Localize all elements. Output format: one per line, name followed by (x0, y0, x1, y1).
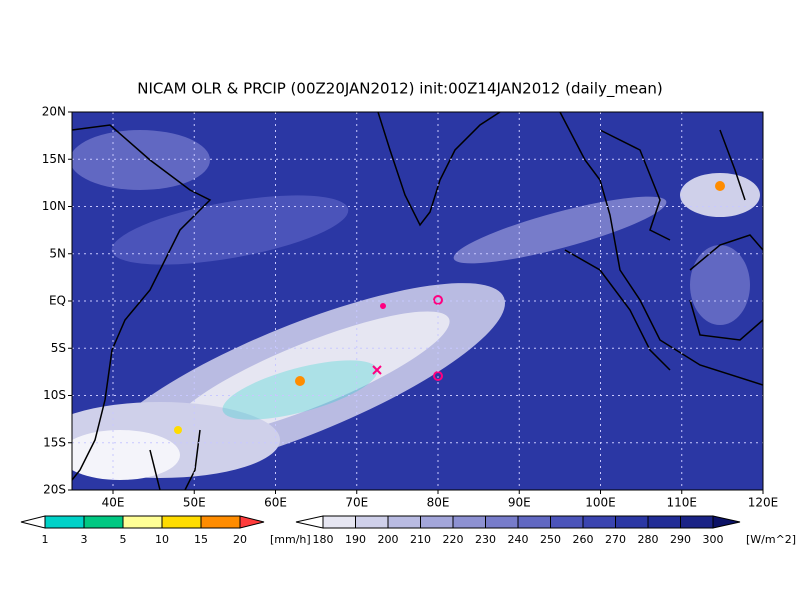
lat-label: 15N (42, 152, 66, 166)
olr-field (72, 112, 763, 490)
grid (72, 112, 763, 490)
lat-label: 20S (43, 483, 66, 497)
colorbar-label: 240 (508, 533, 529, 546)
colorbar-box (680, 515, 714, 529)
colorbar-box (485, 515, 519, 529)
colorbar-label: 300 (703, 533, 724, 546)
lat-label: 10S (43, 388, 66, 402)
colorbar-box (387, 515, 421, 529)
colorbar-box (83, 515, 124, 529)
colorbar-label: 3 (81, 533, 88, 546)
lon-label: 100E (585, 496, 616, 510)
colorbar-label: 190 (345, 533, 366, 546)
lon-label: 40E (102, 496, 125, 510)
colorbar-label: 280 (638, 533, 659, 546)
title: NICAM OLR & PRCIP (00Z20JAN2012) init:00… (137, 80, 663, 99)
lat-label: 5N (49, 246, 66, 260)
colorbar-label: 5 (120, 533, 127, 546)
lat-label: 5S (51, 341, 66, 355)
lon-label: 80E (427, 496, 450, 510)
lon-label: 70E (345, 496, 368, 510)
colorbar-label: 290 (670, 533, 691, 546)
lon-label: 50E (183, 496, 206, 510)
colorbar-box (615, 515, 649, 529)
colorbar-unit: [W/m^2] (746, 533, 796, 546)
colorbar-label: 220 (443, 533, 464, 546)
lon-label: 120E (748, 496, 779, 510)
colorbar-box (582, 515, 616, 529)
colorbar-box (420, 515, 454, 529)
colorbar-box (200, 515, 241, 529)
colorbar-arrow (239, 515, 265, 529)
colorbar-unit: [mm/h] (270, 533, 311, 546)
colorbar-box (647, 515, 681, 529)
lat-label: EQ (49, 294, 66, 308)
colorbar-box (550, 515, 584, 529)
colorbar-box (122, 515, 163, 529)
colorbar-box (44, 515, 85, 529)
colorbar-label: 250 (540, 533, 561, 546)
lat-label: 20N (42, 105, 66, 119)
colorbar-arrow (295, 515, 324, 529)
lon-label: 90E (508, 496, 531, 510)
lat-label: 10N (42, 199, 66, 213)
lon-label: 110E (667, 496, 698, 510)
colorbar-box (161, 515, 202, 529)
colorbar-box (355, 515, 389, 529)
colorbar-label: 180 (313, 533, 334, 546)
colorbar-label: 10 (155, 533, 169, 546)
colorbar-label: 1 (42, 533, 49, 546)
lon-label: 60E (264, 496, 287, 510)
colorbar-arrow (20, 515, 46, 529)
colorbar-label: 270 (605, 533, 626, 546)
colorbar-label: 15 (194, 533, 208, 546)
colorbar-label: 20 (233, 533, 247, 546)
colorbar-label: 230 (475, 533, 496, 546)
colorbar-label: 200 (378, 533, 399, 546)
colorbar-box (517, 515, 551, 529)
colorbar-arrow (712, 515, 741, 529)
colorbar-box (322, 515, 356, 529)
colorbar-label: 260 (573, 533, 594, 546)
lat-label: 15S (43, 435, 66, 449)
colorbar-label: 210 (410, 533, 431, 546)
colorbar-box (452, 515, 486, 529)
